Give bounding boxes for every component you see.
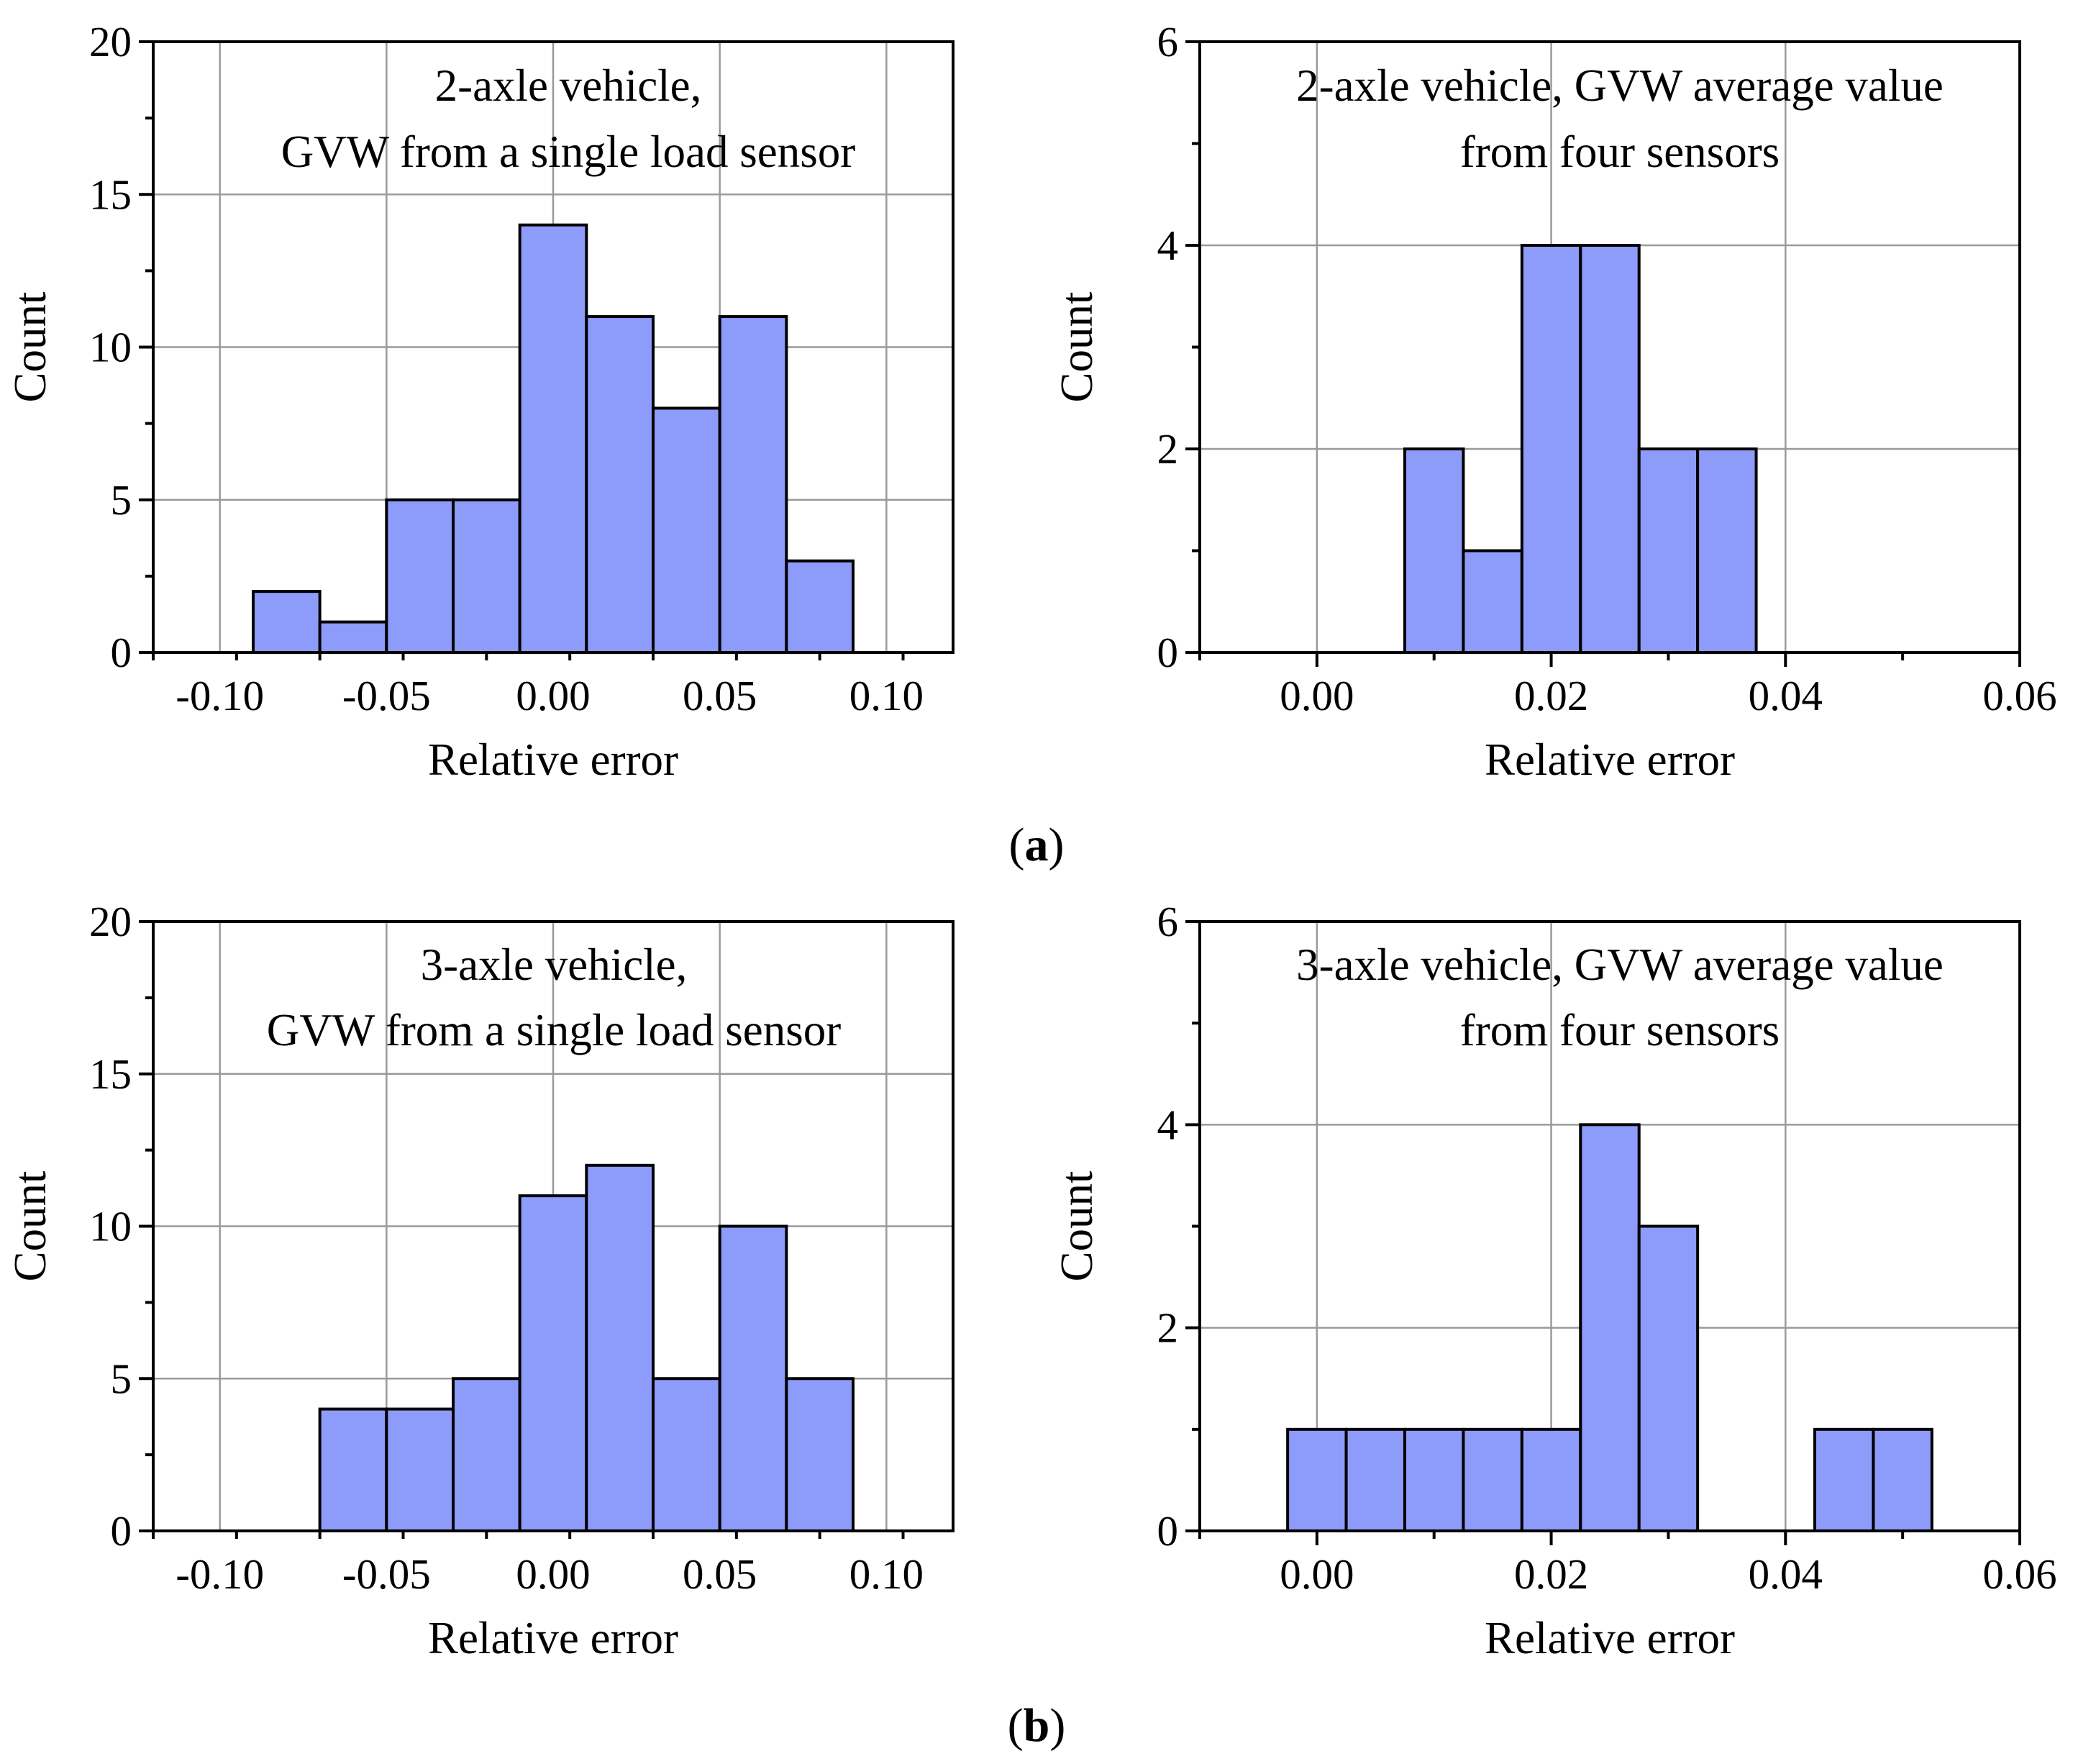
panel-title-line-1: 2-axle vehicle, GVW average value [1296,60,1944,111]
histogram-bar [1872,1427,1933,1533]
caption-a-letter: a [1025,819,1049,871]
histogram-bar [252,590,322,654]
y-axis-title: Count [5,291,55,403]
histogram-bar [1637,447,1700,654]
y-tick-label: 20 [89,898,132,945]
histogram-bar [1403,1427,1465,1533]
y-tick-label: 2 [1157,1304,1179,1352]
histogram-bar [718,1224,788,1532]
chart-panel-a-left: -0.10 -0.05 0.00 0.05 0.10 0 5 10 15 20 Relative e… [5,18,955,785]
y-axis-title: Count [5,1170,55,1282]
panel-title-line-2: GVW from a single load sensor [267,1005,841,1055]
histogram-bar [1403,447,1465,654]
histogram-bar [1462,549,1523,654]
histogram-bar [785,1377,855,1532]
x-tick-label: -0.05 [342,672,431,719]
x-tick-label: 0.05 [683,1550,757,1598]
histogram-bar [385,498,455,654]
panel-title-line-1: 3-axle vehicle, GVW average value [1296,940,1944,990]
histogram-bar [652,1377,721,1532]
y-tick-label: 6 [1157,898,1179,945]
y-tick-label: 0 [1157,1507,1179,1555]
caption-b: (b) [1008,1699,1066,1752]
y-tick-label: 0 [111,1507,132,1555]
histogram-bar [1696,447,1758,654]
x-tick-label: 0.02 [1514,672,1588,719]
y-tick-label: 0 [111,629,132,676]
y-tick-label: 5 [111,476,132,524]
x-tick-label: 0.10 [849,1550,924,1598]
chart-panel-a-right: 0.00 0.02 0.04 0.06 0 2 4 6 Relative error Count 2… [1052,18,2057,785]
x-axis-title: Relative error [428,735,678,785]
x-tick-label: -0.10 [176,672,264,719]
x-tick-label: 0.00 [1280,672,1354,719]
x-tick-label: 0.06 [1982,1550,2056,1598]
panel-title-line-2: from four sensors [1460,1005,1780,1055]
x-tick-label: -0.05 [342,1550,431,1598]
y-tick-label: 15 [89,171,132,218]
histogram-bar [1344,1427,1406,1533]
x-tick-label: 0.04 [1749,672,1823,719]
histogram-bar [1637,1224,1700,1532]
x-axis-title: Relative error [1485,735,1735,785]
histogram-bar [1462,1427,1523,1533]
histogram-bar [1579,244,1641,654]
x-tick-label: 0.05 [683,672,757,719]
panel-title-line-1: 2-axle vehicle, [435,60,702,111]
y-tick-label: 15 [89,1050,132,1098]
histogram-bar [718,315,788,654]
x-tick-label: -0.10 [176,1550,264,1598]
histogram-bar [318,1407,388,1532]
y-tick-label: 20 [89,18,132,65]
y-tick-label: 5 [111,1355,132,1402]
histogram-bar [1286,1427,1348,1533]
panel-title-line-1: 3-axle vehicle, [421,940,688,990]
y-tick-label: 4 [1157,222,1179,269]
y-tick-label: 6 [1157,18,1179,65]
y-axis-title: Count [1052,291,1102,403]
histogram-bar [785,559,855,655]
panel-title-line-2: GVW from a single load sensor [281,127,855,177]
y-tick-label: 2 [1157,425,1179,473]
histogram-bar [1813,1427,1875,1533]
chart-panel-b-right: 0.00 0.02 0.04 0.06 0 2 4 6 Relative error Count 3… [1052,898,2057,1663]
caption-b-letter: b [1024,1699,1050,1752]
x-axis-title: Relative error [1485,1613,1735,1663]
x-tick-label: 0.02 [1514,1550,1588,1598]
y-tick-label: 10 [89,1203,132,1250]
histogram-bar [518,1194,588,1533]
x-tick-label: 0.04 [1749,1550,1823,1598]
x-tick-label: 0.10 [849,672,924,719]
x-tick-label: 0.00 [516,672,590,719]
histogram-bar [1520,244,1582,654]
x-tick-label: 0.06 [1982,672,2056,719]
histogram-bar [385,1407,455,1532]
histogram-bar [518,223,588,654]
histogram-bar [1520,1427,1582,1533]
histogram-bar [585,315,655,654]
y-tick-label: 10 [89,324,132,371]
x-axis-title: Relative error [428,1613,678,1663]
histogram-bar [452,498,521,654]
histogram-bar [585,1163,655,1533]
x-tick-label: 0.00 [516,1550,590,1598]
y-tick-label: 0 [1157,629,1179,676]
y-axis-title: Count [1052,1170,1102,1282]
panel-title-line-2: from four sensors [1460,127,1780,177]
y-tick-label: 4 [1157,1101,1179,1148]
caption-a: (a) [1009,819,1065,871]
histogram-bar [652,406,721,655]
histogram-bar [1579,1123,1641,1533]
histogram-bar [452,1377,521,1532]
x-tick-label: 0.00 [1280,1550,1354,1598]
histogram-bar [318,620,388,654]
chart-panel-b-left: -0.10 -0.05 0.00 0.05 0.10 0 5 10 15 20 Relative e… [5,898,955,1663]
